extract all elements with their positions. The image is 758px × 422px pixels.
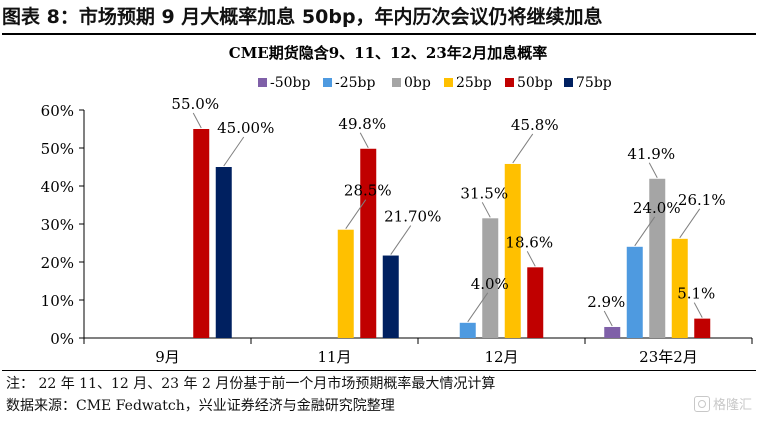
bar bbox=[215, 167, 232, 338]
legend-swatch bbox=[444, 78, 453, 87]
leader-line bbox=[679, 208, 701, 239]
y-tick-label: 30% bbox=[41, 216, 74, 234]
data-label: 49.8% bbox=[338, 115, 386, 133]
footnote: 注： 22 年 11、12 月、23 年 2 月份基于前一个月市场预期概率最大情… bbox=[6, 376, 496, 392]
chart-title: CME期货隐含9、11、12、23年2月加息概率 bbox=[229, 44, 547, 62]
data-label: 4.0% bbox=[471, 275, 509, 293]
chart-area: CME期货隐含9、11、12、23年2月加息概率 -50bp -25bp 0bp 25… bbox=[41, 44, 753, 366]
leader-line bbox=[634, 216, 656, 247]
bar bbox=[459, 322, 476, 338]
y-axis: 0% 10% 20% 30% 40% 50% 60% bbox=[41, 102, 85, 348]
data-label: 24.0% bbox=[633, 199, 681, 217]
bar bbox=[504, 163, 521, 338]
y-tick-label: 20% bbox=[41, 254, 74, 272]
leader-line bbox=[603, 310, 613, 327]
leader-line bbox=[512, 133, 534, 164]
data-label: 45.8% bbox=[511, 116, 559, 134]
data-label: 18.6% bbox=[505, 233, 553, 251]
bar bbox=[694, 318, 711, 338]
leader-line bbox=[223, 136, 245, 167]
watermark-text: 格隆汇 bbox=[712, 398, 752, 413]
legend-swatch bbox=[505, 78, 514, 87]
data-label: 2.9% bbox=[587, 293, 625, 311]
data-label: 28.5% bbox=[344, 182, 392, 200]
legend: -50bp -25bp 0bp 25bp 50bp 75bp bbox=[258, 75, 612, 91]
bar bbox=[604, 326, 621, 338]
data-label: 26.1% bbox=[678, 191, 726, 209]
legend-swatch bbox=[564, 78, 573, 87]
legend-label: -50bp bbox=[270, 75, 311, 91]
notes-rule bbox=[2, 370, 756, 371]
bar bbox=[382, 255, 399, 338]
watermark: 格隆汇 bbox=[693, 396, 752, 416]
x-tick-label: 12月 bbox=[484, 348, 518, 366]
data-label: 5.1% bbox=[677, 285, 715, 303]
y-tick-label: 60% bbox=[41, 102, 74, 120]
leader-line bbox=[467, 292, 489, 323]
leader-line bbox=[345, 199, 367, 229]
legend-label: 50bp bbox=[517, 75, 553, 91]
leader-line bbox=[481, 202, 491, 218]
legend-label: -25bp bbox=[335, 75, 376, 91]
y-tick-label: 0% bbox=[50, 330, 74, 348]
y-tick-label: 10% bbox=[41, 292, 74, 310]
x-tick-label: 11月 bbox=[317, 348, 351, 366]
data-label: 41.9% bbox=[627, 145, 675, 163]
title-rule bbox=[2, 33, 756, 35]
bar bbox=[193, 129, 210, 338]
figure-title: 图表 8：市场预期 9 月大概率加息 50bp，年内历次会议仍将继续加息 bbox=[2, 6, 603, 28]
leader-line bbox=[192, 112, 202, 129]
y-tick-label: 40% bbox=[41, 178, 74, 196]
source-note: 数据来源：CME Fedwatch，兴业证券经济与金融研究院整理 bbox=[6, 398, 395, 414]
bar bbox=[527, 267, 544, 338]
data-label: 45.00% bbox=[217, 119, 274, 137]
bar bbox=[337, 229, 354, 338]
legend-label: 25bp bbox=[456, 75, 492, 91]
data-label: 31.5% bbox=[460, 184, 508, 202]
legend-swatch bbox=[323, 78, 332, 87]
x-tick-label: 9月 bbox=[155, 348, 180, 366]
data-labels: 55.0% 45.00% 28.5% 49.8% 21.70% 4.0% 31.5% 45.8… bbox=[171, 95, 726, 327]
x-tick-label: 23年2月 bbox=[639, 348, 698, 366]
leader-line bbox=[359, 132, 369, 148]
data-label: 21.70% bbox=[384, 208, 441, 226]
legend-swatch bbox=[392, 78, 401, 87]
glh-logo-icon bbox=[693, 396, 710, 412]
leader-line bbox=[693, 302, 703, 318]
legend-label: 75bp bbox=[576, 75, 612, 91]
legend-swatch bbox=[258, 78, 267, 87]
bars bbox=[193, 129, 711, 338]
bar bbox=[482, 218, 499, 338]
legend-label: 0bp bbox=[404, 75, 431, 91]
leader-line bbox=[390, 225, 412, 255]
bar bbox=[360, 148, 377, 338]
bar bbox=[626, 246, 643, 338]
bar bbox=[671, 238, 688, 338]
leader-line bbox=[648, 162, 658, 179]
leader-line bbox=[526, 251, 536, 267]
data-label: 55.0% bbox=[171, 95, 219, 113]
y-tick-label: 50% bbox=[41, 140, 74, 158]
x-axis: 9月 11月 12月 23年2月 bbox=[83, 337, 753, 366]
